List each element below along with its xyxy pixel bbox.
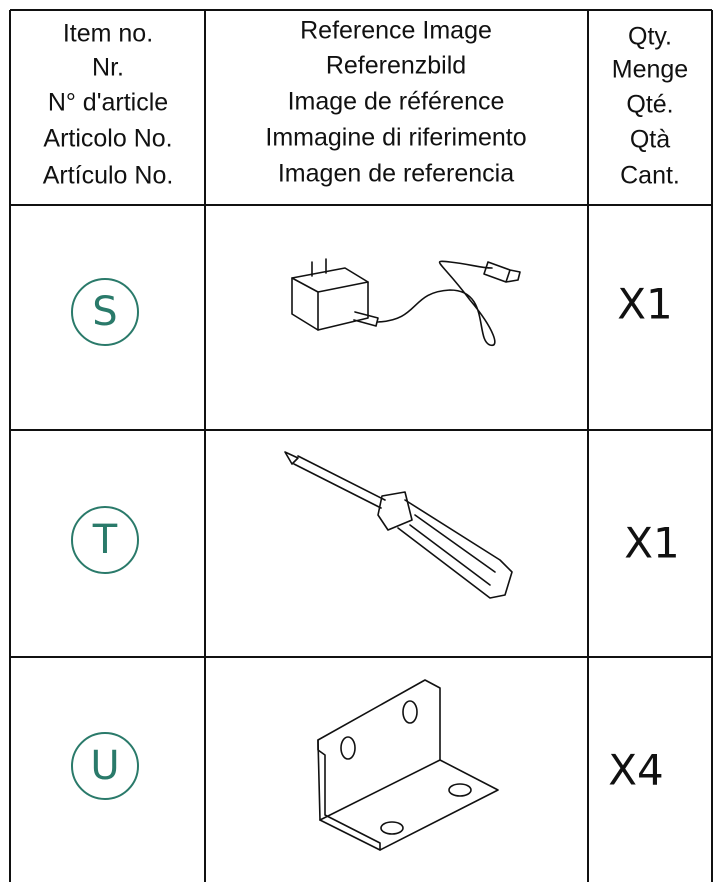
header-text: Item no. [63, 20, 153, 48]
header-text: Qty. [628, 23, 672, 51]
table-grid [9, 9, 713, 882]
header-text: Cant. [620, 162, 680, 190]
header-text: Reference Image [300, 17, 492, 45]
quantity: X1 [624, 519, 680, 568]
header-text: Artículo No. [43, 162, 174, 190]
adapter-image [291, 258, 521, 347]
item-letter: S [92, 289, 117, 335]
item-letter: T [92, 517, 118, 563]
header-text: Nr. [92, 54, 124, 82]
header-text: Qté. [626, 91, 673, 119]
item-badge [71, 278, 139, 346]
bracket-image [317, 679, 499, 851]
screwdriver-image [284, 451, 513, 599]
header-text: Image de référence [288, 88, 505, 116]
table-header: Item no. Nr. N° d'article Articolo No. Artíc… [43, 17, 689, 190]
header-text: Referenzbild [326, 52, 466, 80]
header-text: Qtà [630, 126, 670, 154]
quantity: X1 [617, 280, 673, 329]
header-text: Menge [612, 56, 688, 84]
header-text: Immagine di riferimento [265, 124, 526, 152]
header-text: N° d'article [48, 89, 168, 117]
quantity: X4 [608, 746, 664, 795]
header-text: Articolo No. [43, 125, 172, 153]
item-badge [71, 506, 139, 574]
table-rows: S X1 T X1 U X4 [71, 278, 680, 800]
item-badge [71, 732, 139, 800]
item-letter: U [90, 743, 119, 789]
header-text: Imagen de referencia [278, 160, 514, 188]
